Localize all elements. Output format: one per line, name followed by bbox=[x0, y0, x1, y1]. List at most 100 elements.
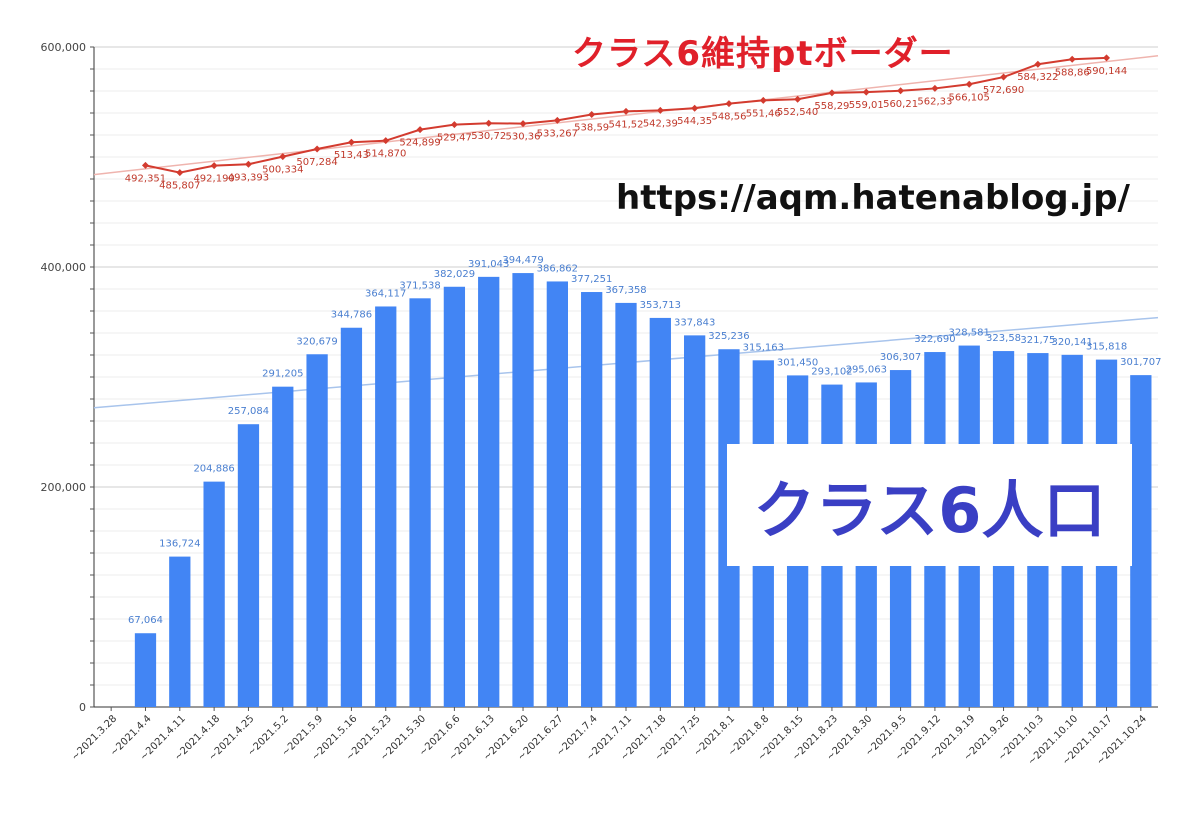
bar bbox=[409, 298, 431, 707]
bar bbox=[375, 306, 397, 707]
line-point bbox=[725, 100, 733, 108]
line-series-title: クラス6維持ptボーダー bbox=[572, 34, 954, 74]
bar-data-label: 291,205 bbox=[262, 369, 303, 380]
y-tick-label: 0 bbox=[79, 701, 86, 714]
line-point bbox=[313, 145, 321, 153]
line-point bbox=[485, 119, 493, 127]
line-data-label: 558,29 bbox=[814, 101, 849, 112]
line-point bbox=[141, 161, 149, 169]
bar-data-label: 320,141 bbox=[1052, 337, 1093, 348]
bar bbox=[649, 317, 671, 707]
line-data-label: 485,807 bbox=[159, 181, 200, 192]
bar-data-label: 295,063 bbox=[846, 364, 887, 375]
bar-data-label: 67,064 bbox=[128, 615, 163, 626]
line-data-label: 560,21 bbox=[883, 99, 918, 110]
line-data-label: 533,267 bbox=[537, 128, 578, 139]
bar bbox=[1130, 375, 1152, 707]
line-point bbox=[519, 120, 527, 128]
bar-data-label: 328,581 bbox=[949, 328, 990, 339]
line-data-label: 492,351 bbox=[125, 173, 166, 184]
bar bbox=[340, 327, 363, 707]
line-point bbox=[588, 111, 596, 119]
y-tick-label: 400,000 bbox=[41, 261, 87, 274]
bar-data-label: 315,818 bbox=[1086, 342, 1127, 353]
bar bbox=[306, 354, 328, 707]
line-data-label: 562,33 bbox=[917, 96, 952, 107]
line-data-label: 584,322 bbox=[1017, 72, 1058, 83]
line-trendline bbox=[93, 55, 1159, 176]
line-point bbox=[794, 95, 802, 103]
bar-series-title: クラス6人口 bbox=[753, 474, 1106, 547]
line-data-label: 572,690 bbox=[983, 85, 1024, 96]
bar-data-label: 367,358 bbox=[605, 285, 646, 296]
bar-data-label: 353,713 bbox=[640, 300, 681, 311]
bar bbox=[443, 286, 466, 707]
line-point bbox=[450, 121, 458, 129]
line-point bbox=[622, 107, 630, 115]
line-point bbox=[382, 137, 390, 145]
line-point bbox=[965, 80, 973, 88]
line-point bbox=[828, 89, 836, 97]
line-data-label: 541,52 bbox=[609, 119, 644, 130]
bar-data-label: 321,75 bbox=[1020, 335, 1055, 346]
bar-data-label: 382,029 bbox=[434, 269, 475, 280]
line-point bbox=[1000, 73, 1008, 81]
line-point bbox=[691, 104, 699, 112]
line-point bbox=[862, 88, 870, 96]
bar bbox=[169, 556, 191, 707]
bar-data-label: 306,307 bbox=[880, 352, 921, 363]
line-data-label: 538,59 bbox=[574, 123, 609, 134]
line-data-label: 559,01 bbox=[849, 100, 884, 111]
line-data-label: 551,46 bbox=[746, 108, 781, 119]
line-data-label: 590,144 bbox=[1086, 66, 1127, 77]
bar-data-label: 386,862 bbox=[537, 263, 578, 274]
line-point bbox=[553, 116, 561, 124]
line-data-label: 530,36 bbox=[506, 132, 541, 143]
line-data-label: 530,72 bbox=[471, 131, 506, 142]
bar bbox=[512, 273, 534, 707]
line-data-label: 492,190 bbox=[193, 174, 234, 185]
line-point bbox=[176, 169, 184, 177]
y-tick-label: 600,000 bbox=[41, 41, 87, 54]
bar-data-label: 391,043 bbox=[468, 259, 509, 270]
bar-data-label: 323,58 bbox=[986, 333, 1021, 344]
line-point bbox=[210, 162, 218, 170]
line-data-label: 500,334 bbox=[262, 165, 303, 176]
bar-data-label: 320,679 bbox=[296, 336, 337, 347]
blog-url-text: https://aqm.hatenablog.jp/ bbox=[616, 178, 1130, 218]
line-data-label: 529,47 bbox=[437, 133, 472, 144]
line-point bbox=[279, 153, 287, 161]
bar-data-label: 377,251 bbox=[571, 274, 612, 285]
line-data-label: 507,284 bbox=[296, 157, 337, 168]
line-data-label: 542,39 bbox=[643, 118, 678, 129]
bar-data-label: 344,786 bbox=[331, 310, 372, 321]
y-tick-label: 200,000 bbox=[41, 481, 87, 494]
bar-data-label: 293,102 bbox=[811, 367, 852, 378]
bar bbox=[272, 386, 294, 707]
bar bbox=[203, 481, 225, 707]
bar-data-label: 301,707 bbox=[1120, 357, 1161, 368]
line-data-label: 513,43 bbox=[334, 150, 369, 161]
line-data-label: 544,35 bbox=[677, 116, 712, 127]
line-data-label: 548,56 bbox=[711, 112, 746, 123]
bar-data-label: 136,724 bbox=[159, 539, 200, 550]
line-data-label: 524,899 bbox=[399, 138, 440, 149]
bar bbox=[546, 281, 568, 707]
bar bbox=[615, 302, 637, 707]
line-point bbox=[759, 96, 767, 104]
line-point bbox=[897, 87, 905, 95]
line-point bbox=[656, 106, 664, 114]
bar-data-label: 257,084 bbox=[228, 406, 269, 417]
line-data-label: 566,105 bbox=[949, 92, 990, 103]
line-point bbox=[244, 160, 252, 168]
bar-series-title-box: クラス6人口 bbox=[727, 444, 1132, 566]
line-point bbox=[416, 126, 424, 134]
bar bbox=[134, 633, 157, 707]
bar-data-label: 322,690 bbox=[914, 334, 955, 345]
bar-data-label: 394,479 bbox=[502, 255, 543, 266]
bar-data-label: 371,538 bbox=[399, 280, 440, 291]
bar bbox=[478, 276, 500, 707]
line-data-label: 588,86 bbox=[1055, 67, 1090, 78]
line-point bbox=[931, 84, 939, 92]
